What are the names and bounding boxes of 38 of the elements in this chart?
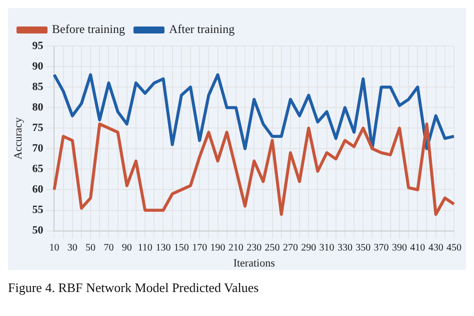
y-tick-label: 85 [32, 80, 44, 93]
legend-label: After training [168, 22, 235, 36]
y-tick-label: 80 [32, 101, 44, 114]
x-tick-label: 230 [246, 242, 262, 254]
y-tick-label: 55 [32, 204, 44, 216]
x-tick-label: 90 [122, 242, 132, 254]
x-tick-label: 410 [410, 242, 426, 254]
y-tick-label: 60 [32, 184, 44, 196]
y-tick-label: 95 [32, 40, 44, 52]
x-tick-label: 110 [138, 242, 152, 254]
x-tick-label: 290 [301, 242, 316, 254]
x-tick-label: 430 [428, 242, 444, 254]
y-tick-label: 50 [32, 224, 44, 237]
x-tick-label: 190 [210, 242, 226, 254]
x-tick-label: 370 [374, 242, 389, 254]
x-tick-label: 70 [104, 242, 114, 254]
x-tick-label: 350 [356, 242, 371, 254]
legend-label: Before training [52, 22, 125, 36]
x-tick-label: 310 [319, 242, 334, 254]
x-tick-label: 270 [282, 242, 298, 254]
x-tick-label: 330 [337, 242, 352, 254]
x-tick-label: 390 [392, 242, 407, 254]
x-axis-title: Iterations [233, 257, 275, 270]
y-tick-label: 90 [32, 60, 44, 72]
y-tick-label: 65 [32, 163, 44, 176]
x-tick-label: 210 [228, 242, 244, 254]
y-axis-title: Accuracy [12, 116, 24, 160]
x-tick-label: 130 [156, 242, 171, 254]
caption: Figure 4. RBF Network Model Predicted Values [8, 280, 260, 296]
x-tick-label: 10 [49, 242, 60, 254]
x-tick-label: 170 [192, 242, 208, 254]
x-tick-label: 450 [446, 242, 462, 254]
x-tick-label: 150 [174, 242, 189, 254]
x-tick-label: 30 [67, 242, 78, 254]
x-tick-label: 50 [86, 242, 96, 254]
x-tick-label: 250 [264, 242, 280, 254]
y-tick-label: 70 [32, 142, 44, 155]
y-tick-label: 75 [32, 122, 44, 134]
